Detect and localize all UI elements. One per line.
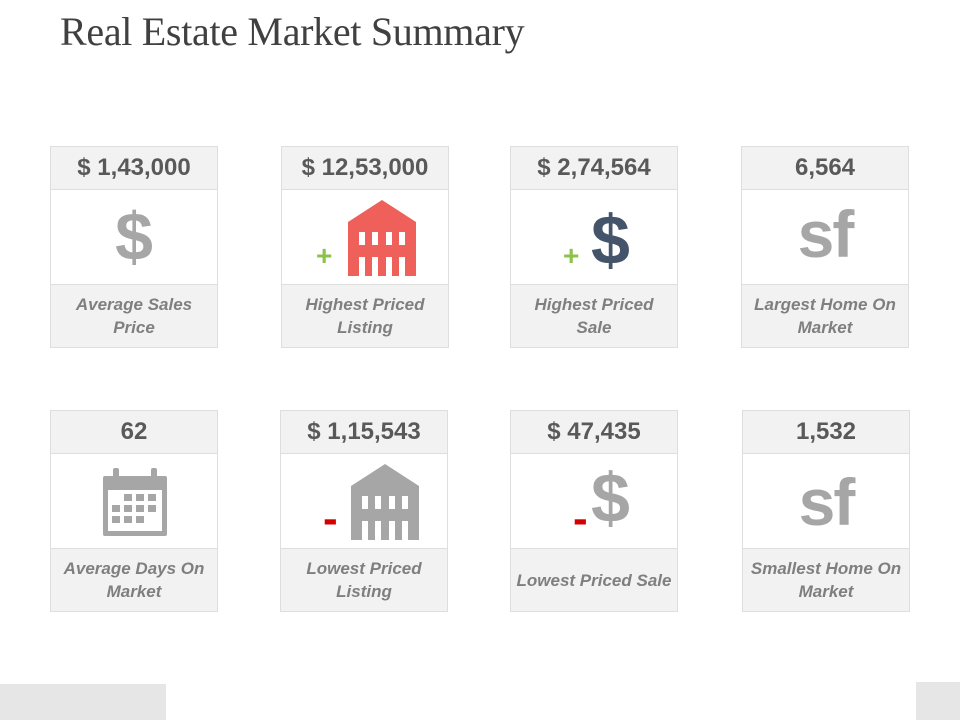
- minus-sign: -: [323, 494, 338, 543]
- card-label: Lowest Priced Sale: [511, 549, 677, 611]
- card-value: $ 1,15,543: [281, 411, 447, 454]
- card-lowest-priced-sale: $ 47,435 - $ Lowest Priced Sale: [510, 410, 678, 612]
- card-largest-home-on-market: 6,564 sf Largest Home On Market: [741, 146, 909, 348]
- card-lowest-priced-listing: $ 1,15,543 - Lowest Priced Listing: [280, 410, 448, 612]
- page-title: Real Estate Market Summary: [60, 9, 525, 54]
- footer-bar-left: [0, 684, 166, 720]
- dollar-icon: $: [591, 459, 630, 537]
- plus-sign: +: [563, 240, 580, 271]
- card-label: Largest Home On Market: [742, 285, 908, 347]
- card-icon-area: + $: [511, 190, 677, 285]
- card-label: Average Sales Price: [51, 285, 217, 347]
- sf-icon: sf: [797, 197, 855, 271]
- card-icon-area: sf: [742, 190, 908, 285]
- house-icon: [348, 200, 416, 276]
- card-value: 62: [51, 411, 217, 454]
- card-smallest-home-on-market: 1,532 sf Smallest Home On Market: [742, 410, 910, 612]
- card-label: Average Days On Market: [51, 549, 217, 611]
- card-average-sales-price: $ 1,43,000 $ Average Sales Price: [50, 146, 218, 348]
- card-value: $ 2,74,564: [511, 147, 677, 190]
- footer-bar-right: [916, 682, 960, 720]
- card-label: Highest Priced Listing: [282, 285, 448, 347]
- card-icon-area: -: [281, 454, 447, 549]
- card-value: 6,564: [742, 147, 908, 190]
- card-value: 1,532: [743, 411, 909, 454]
- card-value: $ 47,435: [511, 411, 677, 454]
- calendar-icon: [103, 468, 167, 536]
- minus-sign: -: [573, 494, 588, 543]
- card-icon-area: sf: [743, 454, 909, 549]
- card-label: Highest Priced Sale: [511, 285, 677, 347]
- card-label: Smallest Home On Market: [743, 549, 909, 611]
- card-value: $ 12,53,000: [282, 147, 448, 190]
- plus-sign: +: [316, 240, 333, 271]
- card-label: Lowest Priced Listing: [281, 549, 447, 611]
- house-icon: [351, 464, 419, 540]
- dollar-icon: $: [115, 199, 153, 275]
- card-icon-area: $: [51, 190, 217, 285]
- card-icon-area: +: [282, 190, 448, 285]
- sf-icon: sf: [798, 465, 856, 539]
- card-icon-area: - $: [511, 454, 677, 549]
- card-value: $ 1,43,000: [51, 147, 217, 190]
- card-icon-area: [51, 454, 217, 549]
- card-highest-priced-sale: $ 2,74,564 + $ Highest Priced Sale: [510, 146, 678, 348]
- card-average-days-on-market: 62 Average Days On Market: [50, 410, 218, 612]
- card-highest-priced-listing: $ 12,53,000 + Highest Priced Listing: [281, 146, 449, 348]
- dollar-icon: $: [591, 201, 630, 279]
